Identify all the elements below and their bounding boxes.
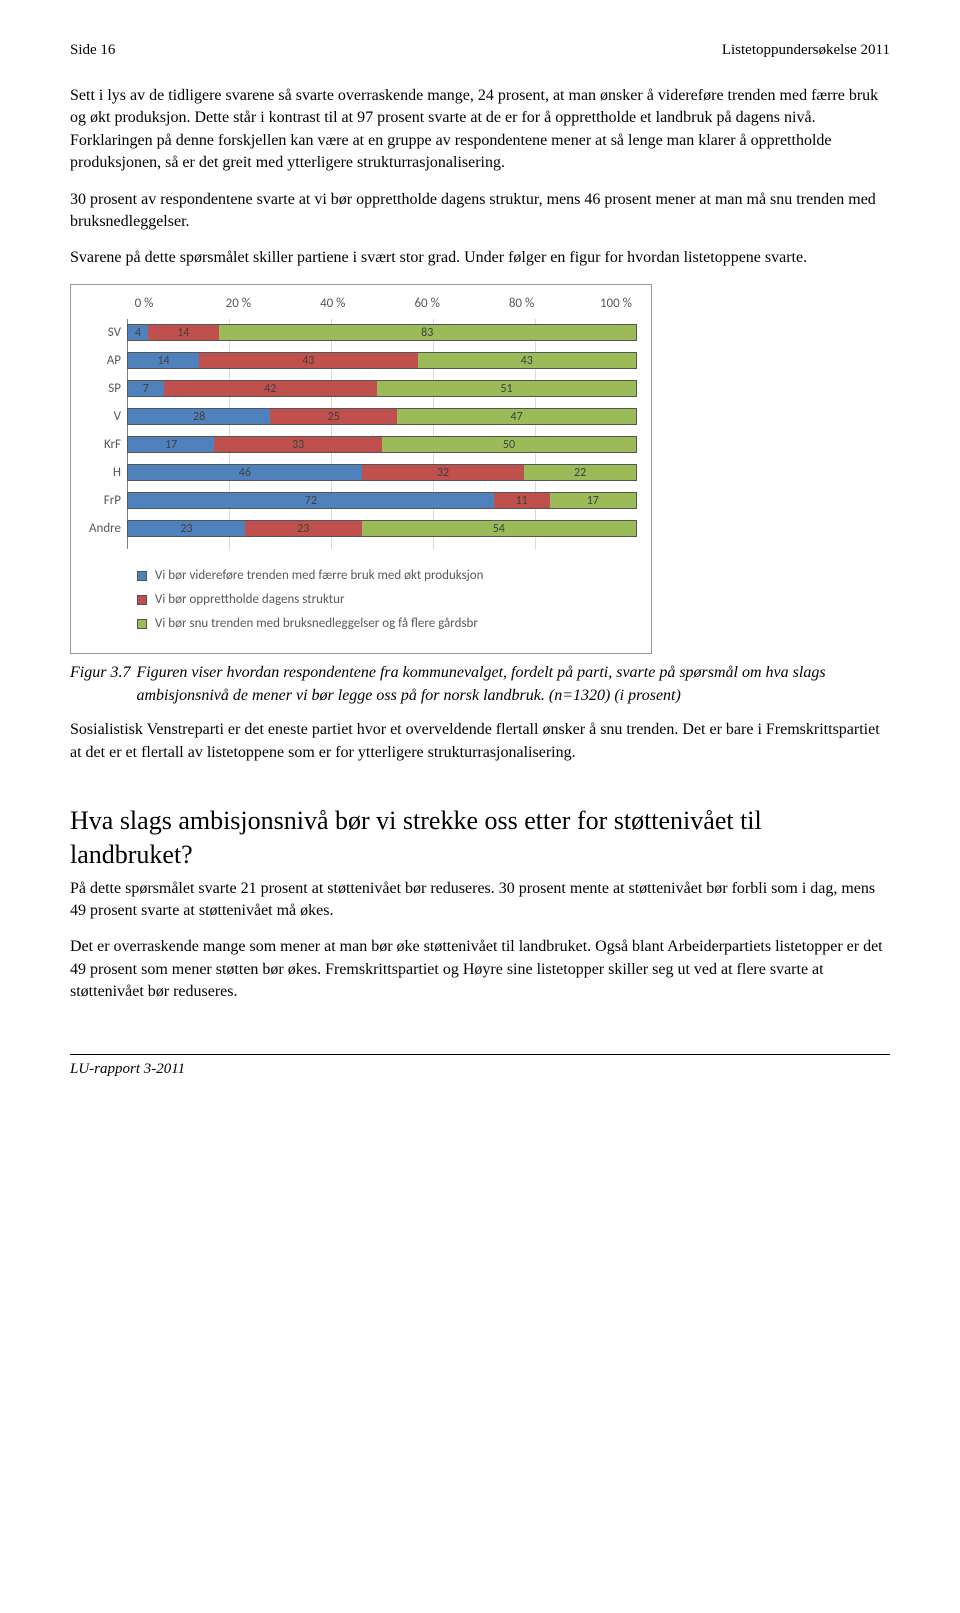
chart-bar-segment: 25 xyxy=(270,409,397,424)
legend-item: Vi bør snu trenden med bruksnedleggelser… xyxy=(137,615,637,633)
chart-bar-row: SV41483 xyxy=(85,319,637,347)
chart-bar-segment: 43 xyxy=(199,353,417,368)
chart-legend: Vi bør videreføre trenden med færre bruk… xyxy=(137,567,637,634)
chart-bar-segment: 51 xyxy=(377,381,636,396)
legend-label: Vi bør snu trenden med bruksnedleggelser… xyxy=(155,615,478,633)
chart-bar-row: AP144343 xyxy=(85,347,637,375)
body-paragraph: 30 prosent av respondentene svarte at vi… xyxy=(70,189,890,234)
body-paragraph: Det er overraskende mange som mener at m… xyxy=(70,936,890,1003)
chart-bar-segment: 7 xyxy=(128,381,164,396)
chart-bar-segment: 33 xyxy=(214,437,382,452)
chart-category-label: SV xyxy=(85,324,127,342)
body-paragraph: Svarene på dette spørsmålet skiller part… xyxy=(70,247,890,269)
legend-item: Vi bør opprettholde dagens struktur xyxy=(137,591,637,609)
body-paragraph: På dette spørsmålet svarte 21 prosent at… xyxy=(70,878,890,923)
chart-bar-segment: 32 xyxy=(362,465,525,480)
chart-bar-row: KrF173350 xyxy=(85,431,637,459)
chart-bar-segment: 14 xyxy=(128,353,199,368)
section-heading: Hva slags ambisjonsnivå bør vi strekke o… xyxy=(70,804,890,872)
chart-bar-segment: 54 xyxy=(362,521,636,536)
chart-bar-segment: 23 xyxy=(128,521,245,536)
axis-tick-label: 40 % xyxy=(316,295,350,313)
chart-category-label: V xyxy=(85,408,127,426)
chart-bar-segment: 43 xyxy=(418,353,636,368)
stacked-bar-chart: 0 %20 %40 %60 %80 %100 % SV41483AP144343… xyxy=(70,284,652,655)
chart-bar-row: SP74251 xyxy=(85,375,637,403)
chart-bar-segment: 72 xyxy=(128,493,494,508)
chart-bar-segment: 47 xyxy=(397,409,636,424)
axis-tick-label: 60 % xyxy=(410,295,444,313)
page-number: Side 16 xyxy=(70,40,115,61)
legend-swatch xyxy=(137,595,147,605)
chart-bar-row: V282547 xyxy=(85,403,637,431)
chart-category-label: KrF xyxy=(85,436,127,454)
axis-tick-label: 80 % xyxy=(505,295,539,313)
body-paragraph: Sett i lys av de tidligere svarene så sv… xyxy=(70,85,890,175)
chart-bar-segment: 46 xyxy=(128,465,362,480)
chart-category-label: FrP xyxy=(85,492,127,510)
figure-caption-text: Figuren viser hvordan respondentene fra … xyxy=(136,662,890,707)
legend-swatch xyxy=(137,619,147,629)
chart-bar-segment: 14 xyxy=(148,325,218,340)
body-paragraph: Sosialistisk Venstreparti er det eneste … xyxy=(70,719,890,764)
axis-tick-label: 20 % xyxy=(221,295,255,313)
chart-bar-segment: 17 xyxy=(550,493,636,508)
chart-bar-segment: 23 xyxy=(245,521,362,536)
chart-category-label: SP xyxy=(85,380,127,398)
axis-tick-label: 100 % xyxy=(599,295,633,313)
chart-bar-row: H463222 xyxy=(85,459,637,487)
figure-caption: Figur 3.7 Figuren viser hvordan responde… xyxy=(70,662,890,707)
legend-label: Vi bør opprettholde dagens struktur xyxy=(155,591,345,609)
chart-bar-segment: 17 xyxy=(128,437,214,452)
chart-bar-segment: 42 xyxy=(164,381,377,396)
chart-bar-segment: 83 xyxy=(219,325,636,340)
chart-bar-segment: 4 xyxy=(128,325,148,340)
chart-category-label: H xyxy=(85,464,127,482)
axis-tick-label: 0 % xyxy=(127,295,161,313)
doc-title: Listetoppundersøkelse 2011 xyxy=(722,40,890,61)
chart-bar-segment: 11 xyxy=(494,493,550,508)
chart-bar-segment: 50 xyxy=(382,437,636,452)
chart-category-label: AP xyxy=(85,352,127,370)
chart-bar-row: Andre232354 xyxy=(85,515,637,543)
legend-label: Vi bør videreføre trenden med færre bruk… xyxy=(155,567,483,585)
chart-x-axis: 0 % 20 % 40 % 60 % 80 % 100 % xyxy=(85,295,637,313)
legend-item: Vi bør videreføre trenden med færre bruk… xyxy=(137,567,637,585)
legend-swatch xyxy=(137,571,147,581)
chart-bar-segment: 28 xyxy=(128,409,270,424)
chart-bar-row: FrP721117 xyxy=(85,487,637,515)
figure-label: Figur 3.7 xyxy=(70,662,136,707)
footer-report-id: LU-rapport 3-2011 xyxy=(70,1054,890,1080)
chart-category-label: Andre xyxy=(85,520,127,538)
chart-bar-segment: 22 xyxy=(524,465,636,480)
